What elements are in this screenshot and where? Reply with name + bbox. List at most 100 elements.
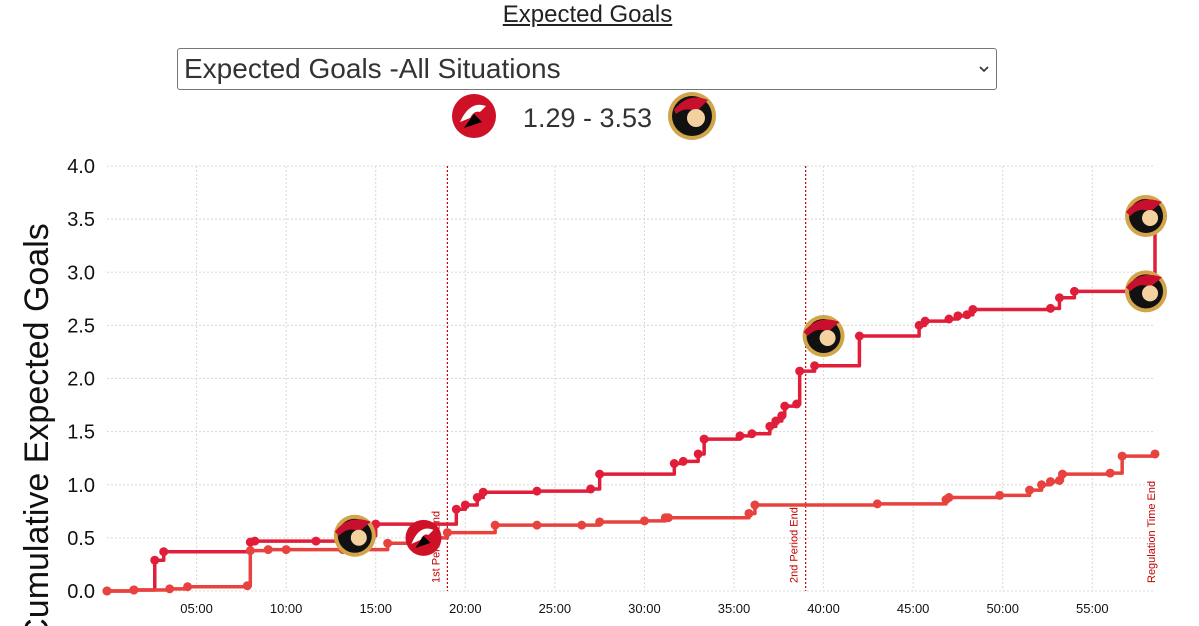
- y-tick-label: 0.0: [67, 581, 95, 603]
- senators-shot-point: [1045, 303, 1055, 313]
- senators-shot-point: [792, 399, 802, 409]
- senators-logo-face: [1142, 285, 1159, 302]
- x-tick-label: 30:00: [628, 601, 661, 616]
- devils-shot-point: [577, 520, 587, 530]
- chevron-down-icon: [978, 62, 990, 80]
- chart-goal-markers: [333, 194, 1168, 557]
- senators-shot-point: [451, 504, 461, 514]
- devils-shot-point: [1117, 451, 1127, 461]
- expected-goals-chart: 05:00 10:00 15:00 20:00 25:00 30:00 35:00 40:00…: [18, 156, 1168, 626]
- devils-shot-point: [1150, 449, 1160, 459]
- devils-shot-point: [1057, 469, 1067, 479]
- senators-logo-helmet: [803, 319, 840, 336]
- senators-shot-point: [810, 361, 820, 371]
- senators-shot-point: [669, 459, 679, 468]
- devils-shot-point: [995, 490, 1005, 500]
- senators-goal-icon: [333, 514, 376, 557]
- devils-shot-point: [281, 545, 291, 555]
- senators-logo-icon: [666, 90, 718, 147]
- page-title: Expected Goals: [502, 1, 673, 28]
- devils-goal-icon: [405, 519, 442, 556]
- devils-shot-point: [744, 508, 754, 518]
- senators-shot-point: [1054, 293, 1064, 303]
- devils-logo-stripe: [411, 528, 434, 544]
- x-tick-label: 40:00: [807, 601, 840, 616]
- x-tick-label: 05:00: [180, 601, 213, 616]
- chart-grid: [107, 165, 1155, 592]
- x-tick-label: 15:00: [359, 601, 392, 616]
- chart-series: [102, 211, 1160, 596]
- senators-shot-point: [765, 421, 775, 431]
- devils-shot-point: [129, 585, 139, 595]
- senators-logo-helmet: [334, 519, 371, 536]
- devils-shot-point: [183, 582, 193, 592]
- senators-logo-helmet: [1126, 199, 1163, 216]
- senators-shot-point: [478, 487, 488, 497]
- y-tick-label: 0.5: [67, 528, 95, 550]
- devils-shot-point: [1025, 485, 1035, 495]
- senators-shot-point: [586, 484, 596, 494]
- senators-logo-face: [1142, 209, 1159, 226]
- devils-shot-point: [263, 545, 273, 555]
- x-tick-label: 25:00: [539, 601, 572, 616]
- devils-shot-point: [872, 499, 882, 509]
- senators-shot-point: [311, 536, 321, 546]
- y-tick-label: 1.0: [67, 475, 95, 497]
- senators-shot-point: [854, 331, 864, 341]
- period-end-label: 2nd Period End: [789, 507, 801, 583]
- y-tick-label: 1.5: [67, 422, 95, 444]
- y-tick-label: 4.0: [67, 156, 95, 178]
- home-score: 1.29: [522, 103, 576, 133]
- senators-shot-point: [150, 555, 160, 565]
- devils-shot-point: [102, 586, 112, 596]
- y-tick-label: 2.0: [67, 369, 95, 391]
- senators-shot-point: [944, 314, 954, 324]
- devils-shot-point: [165, 584, 175, 594]
- y-axis-label: Cumulative Expected Goals: [18, 223, 56, 626]
- senators-goal-icon: [1125, 194, 1168, 237]
- senators-shot-point: [472, 493, 482, 502]
- devils-shot-point: [490, 520, 500, 530]
- senators-goal-icon: [1125, 270, 1168, 313]
- x-tick-label: 55:00: [1076, 601, 1109, 616]
- situation-select-value: Expected Goals -All Situations: [184, 53, 561, 84]
- devils-shot-point: [1105, 468, 1115, 478]
- senators-shot-point: [1069, 286, 1079, 296]
- devils-shot-point: [663, 513, 673, 523]
- chart-axes: 05:00 10:00 15:00 20:00 25:00 30:00 35:00 40:00…: [67, 156, 1158, 616]
- x-tick-label: 35:00: [718, 601, 751, 616]
- y-tick-label: 3.0: [67, 262, 95, 284]
- devils-shot-point: [442, 528, 452, 538]
- senators-shot-point: [962, 310, 972, 320]
- period-end-label: Regulation Time End: [1146, 481, 1158, 583]
- senators-shot-point: [159, 547, 169, 557]
- senators-logo-face: [350, 529, 367, 546]
- x-tick-label: 20:00: [449, 601, 482, 616]
- senators-shot-point: [780, 401, 790, 411]
- senators-shot-point: [460, 500, 470, 510]
- senators-shot-point: [747, 429, 757, 439]
- devils-shot-point: [242, 581, 252, 591]
- devils-shot-point: [383, 538, 393, 548]
- senators-shot-point: [595, 469, 605, 479]
- senators-shot-point: [968, 304, 978, 314]
- senators-shot-point: [678, 456, 688, 466]
- senators-shot-point: [795, 366, 805, 376]
- senators-shot-point: [532, 486, 542, 496]
- devils-shot-point: [639, 516, 649, 526]
- away-score: 3.53: [599, 103, 653, 133]
- devils-shot-point: [245, 546, 255, 556]
- devils-logo-icon: [450, 92, 498, 145]
- devils-shot-point: [944, 493, 954, 502]
- devils-shot-point: [532, 520, 542, 530]
- x-tick-label: 10:00: [270, 601, 303, 616]
- senators-shot-point: [250, 536, 260, 546]
- x-tick-label: 50:00: [986, 601, 1019, 616]
- senators-goal-icon: [802, 315, 845, 357]
- senators-shot-point: [699, 434, 709, 444]
- devils-shot-point: [595, 517, 605, 527]
- score-separator: -: [583, 103, 592, 133]
- situation-select[interactable]: Expected Goals -All Situations: [177, 48, 997, 90]
- senators-shot-point: [920, 316, 930, 326]
- y-tick-label: 3.5: [67, 209, 95, 231]
